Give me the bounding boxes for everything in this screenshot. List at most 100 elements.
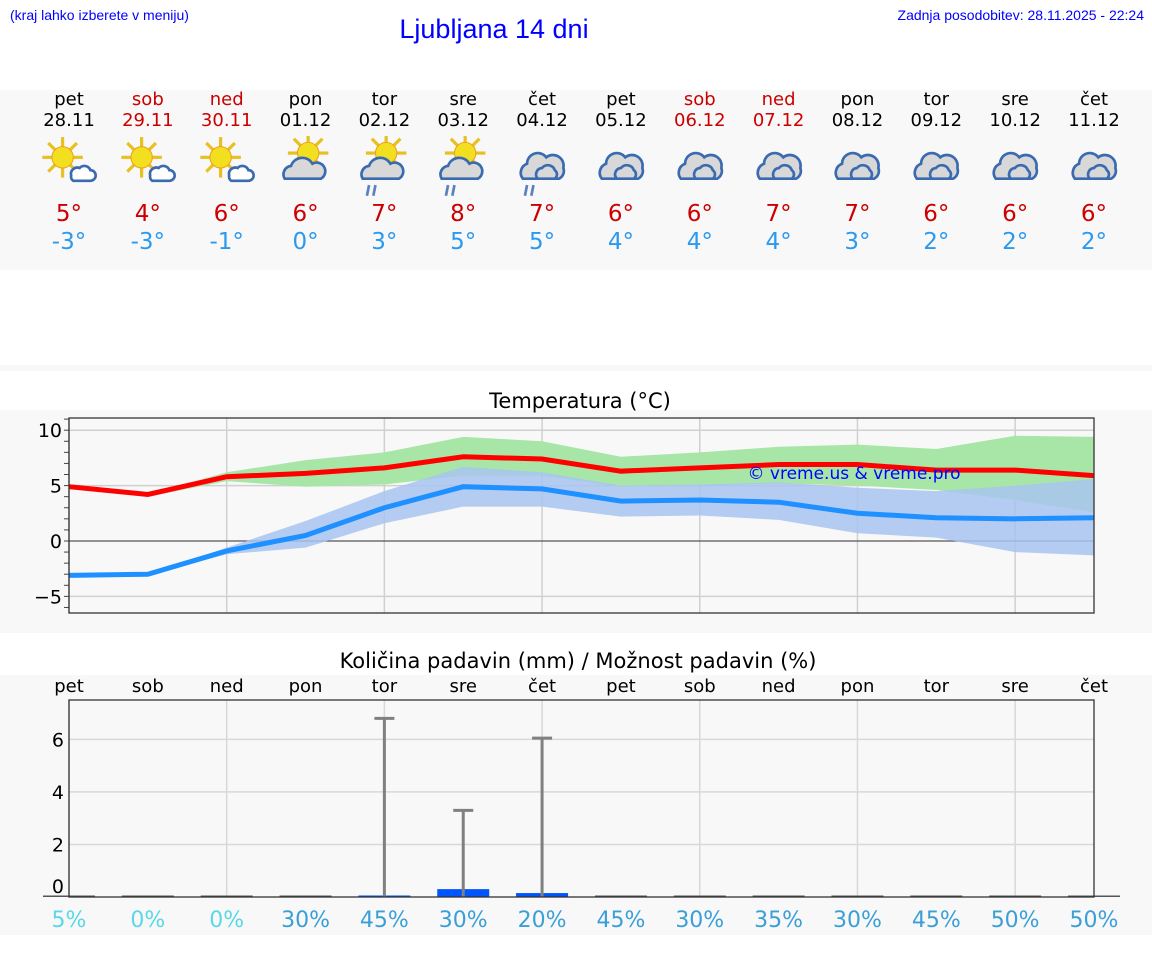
max-temp: 4° — [134, 201, 161, 227]
day-column: pon 01.12 6° 0° — [266, 90, 346, 256]
precip-probability: 35% — [754, 908, 803, 933]
min-temp: 3° — [844, 229, 871, 255]
day-column: sob 29.11 4° -3° — [108, 90, 188, 256]
min-temp: 5° — [450, 229, 477, 255]
min-temp: 2° — [1080, 229, 1108, 255]
location-hint: (kraj lahko izberete v meniju) — [10, 7, 189, 23]
page-title: Ljubljana 14 dni — [399, 14, 589, 44]
y-tick-label: 10 — [38, 420, 62, 442]
precip-probability: 30% — [439, 908, 488, 933]
max-temp: 6° — [1080, 201, 1108, 227]
day-date: 29.11 — [122, 110, 174, 131]
divider — [0, 365, 1152, 371]
overcast-icon — [913, 151, 960, 180]
day-date: 09.12 — [910, 110, 963, 131]
max-temp: 8° — [450, 201, 477, 227]
y-tick-label: −5 — [34, 586, 62, 608]
day-name: sre — [1001, 89, 1029, 110]
max-temp: 6° — [292, 201, 319, 227]
day-name: sob — [131, 89, 164, 110]
x-category-label: pet — [606, 676, 636, 697]
day-name: čet — [528, 89, 557, 110]
day-column: pet 05.12 6° 4° — [581, 90, 661, 256]
precip-bar — [910, 895, 963, 897]
min-temp: 4° — [686, 229, 713, 255]
precip-probability: 30% — [833, 908, 882, 933]
day-name: tor — [923, 89, 950, 110]
x-category-label: tor — [924, 676, 950, 697]
day-column: tor 09.12 6° 2° — [896, 90, 976, 256]
precipitation-chart: Količina padavin (mm) / Možnost padavin … — [0, 649, 1152, 935]
precip-probability: 5% — [52, 908, 87, 933]
day-name: pon — [840, 89, 875, 110]
sun-small-cloud-icon — [121, 137, 176, 183]
day-date: 03.12 — [437, 110, 489, 131]
x-category-label: sre — [1001, 676, 1028, 697]
min-temp: -1° — [209, 229, 244, 255]
precip-probability: 50% — [1070, 908, 1119, 933]
y-tick-label: 4 — [52, 782, 64, 804]
day-name: pet — [54, 89, 84, 110]
precip-probability: 30% — [675, 908, 724, 933]
y-tick-label: 2 — [52, 834, 64, 856]
day-date: 07.12 — [752, 110, 805, 131]
min-temp: -3° — [130, 229, 166, 255]
cloud-rain-icon — [519, 151, 566, 196]
min-temp: 3° — [371, 229, 398, 255]
min-temp: 0° — [292, 229, 319, 255]
precip-bar — [673, 895, 726, 897]
y-tick-label: 0 — [50, 531, 62, 553]
plot-frame — [68, 417, 1095, 614]
min-temp-line — [68, 484, 1095, 578]
max-temp: 5° — [55, 201, 83, 227]
y-tick-label: 5 — [50, 476, 62, 498]
precip-bar — [989, 895, 1042, 897]
max-temp: 7° — [371, 201, 398, 227]
day-date: 10.12 — [989, 110, 1041, 131]
day-column: pet 28.11 5° -3° — [29, 90, 109, 256]
max-temp: 7° — [844, 201, 871, 227]
sun-small-cloud-icon — [200, 137, 255, 183]
watermark: © vreme.us & vreme.pro — [747, 464, 960, 484]
min-temp: 4° — [765, 229, 792, 255]
daily-forecast-strip — [0, 90, 1152, 270]
x-category-label: čet — [528, 676, 556, 697]
day-date: 28.11 — [43, 110, 95, 131]
min-temp: 5° — [528, 229, 556, 255]
chart-background — [0, 675, 1152, 935]
max-temp: 7° — [528, 201, 556, 227]
x-category-label: pon — [289, 676, 323, 697]
day-name: čet — [1079, 89, 1109, 110]
day-name: ned — [209, 89, 244, 110]
y-tick-label: 0 — [52, 876, 64, 898]
precip-bar — [594, 895, 647, 897]
precip-probability: 45% — [360, 908, 409, 933]
sun-behind-cloud-icon — [281, 136, 328, 180]
precip-bar — [831, 895, 884, 897]
precip-probability: 30% — [281, 908, 330, 933]
last-updated: Zadnja posodobitev: 28.11.2025 - 22:24 — [897, 7, 1144, 23]
x-category-label: čet — [1080, 676, 1108, 697]
day-date: 06.12 — [674, 110, 726, 131]
min-temp: 4° — [607, 229, 634, 255]
max-temp: 6° — [686, 201, 713, 227]
precip-probability: 0% — [209, 908, 244, 933]
min-temp: -3° — [51, 229, 87, 255]
day-column: ned 07.12 7° 4° — [739, 90, 819, 256]
x-category-label: pet — [54, 676, 84, 697]
day-name: sre — [449, 89, 477, 110]
day-column: sre 10.12 6° 2° — [975, 90, 1055, 256]
x-category-label: ned — [762, 676, 796, 697]
day-date: 04.12 — [516, 110, 568, 131]
day-column: pon 08.12 7° 3° — [817, 90, 897, 256]
day-date: 11.12 — [1068, 110, 1120, 131]
x-category-label: ned — [210, 676, 244, 697]
overcast-icon — [992, 151, 1039, 180]
day-date: 01.12 — [279, 110, 332, 131]
day-column: ned 30.11 6° -1° — [187, 90, 267, 256]
overcast-icon — [677, 151, 723, 180]
temperature-chart: Temperatura (°C) −5 0 5 10 © vreme.us & vreme… — [0, 389, 1152, 633]
precip-bar — [121, 895, 174, 897]
max-temp-line — [68, 454, 1095, 497]
min-temp-range-band — [69, 466, 1094, 577]
